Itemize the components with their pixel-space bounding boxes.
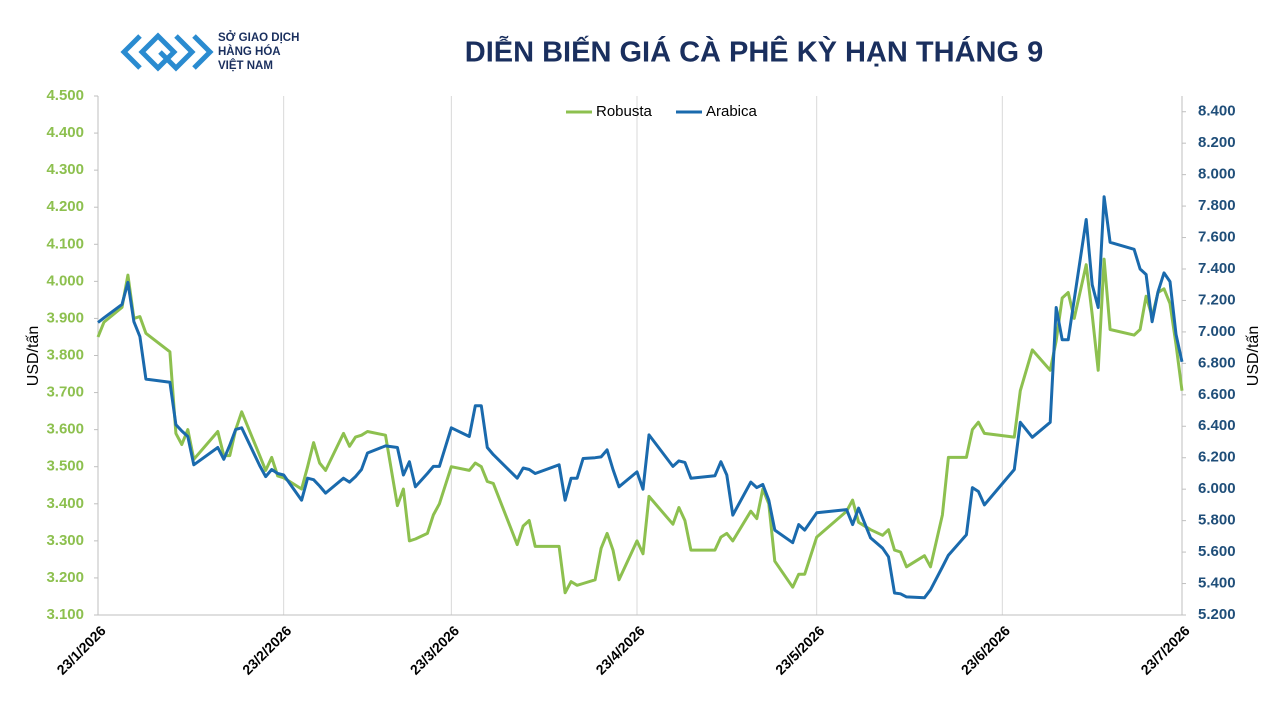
y2-tick-label: 8.000 [1198, 166, 1236, 183]
logo-chevron [120, 34, 142, 70]
x-tick-label: 23/3/2026 [407, 622, 463, 678]
x-tick-label: 23/4/2026 [592, 622, 648, 678]
y-axis-label: USD/tấn [25, 326, 42, 386]
y2-tick-label: 5.200 [1198, 606, 1236, 623]
y2-tick-label: 6.200 [1198, 449, 1236, 466]
y-tick-label: 4.300 [46, 161, 84, 178]
logo-text: HÀNG HÓA [218, 45, 281, 58]
x-tick-label: 23/7/2026 [1137, 622, 1193, 678]
y-tick-label: 3.400 [46, 495, 84, 512]
y-tick-label: 3.600 [46, 421, 84, 438]
series-line [96, 257, 1184, 595]
y2-tick-label: 6.000 [1198, 480, 1236, 497]
y-tick-label: 4.400 [46, 124, 84, 141]
y-tick-label: 3.900 [46, 309, 84, 326]
y2-tick-label: 6.600 [1198, 386, 1236, 403]
y-tick-label: 4.000 [46, 272, 84, 289]
y-tick-label: 4.200 [46, 198, 84, 215]
y2-tick-label: 5.400 [1198, 575, 1236, 592]
logo-chevron [192, 34, 214, 70]
x-tick-label: 23/5/2026 [772, 622, 828, 678]
y-tick-label: 3.200 [46, 569, 84, 586]
chart-title: DIỄN BIẾN GIÁ CÀ PHÊ KỲ HẠN THÁNG 9 [465, 35, 1043, 69]
y2-tick-label: 6.800 [1198, 354, 1236, 371]
y-tick-label: 3.300 [46, 532, 84, 549]
y2-tick-label: 7.200 [1198, 291, 1236, 308]
y2-tick-label: 7.600 [1198, 229, 1236, 246]
y2-tick-label: 6.400 [1198, 417, 1236, 434]
y-tick-label: 3.500 [46, 458, 84, 475]
y-tick-label: 4.100 [46, 235, 84, 252]
series-line [97, 195, 1184, 600]
y2-axis-label: USD/tấn [1245, 326, 1262, 386]
logo: SỞ GIAO DỊCH HÀNG HÓA VIỆT NAM [120, 31, 299, 72]
x-tick-label: 23/6/2026 [958, 622, 1014, 678]
y-tick-label: 3.800 [46, 346, 84, 363]
y2-tick-label: 8.400 [1198, 103, 1236, 120]
y-tick-label: 4.500 [46, 87, 84, 104]
logo-text: VIỆT NAM [218, 59, 273, 72]
logo-text: SỞ GIAO DỊCH [218, 31, 299, 44]
y2-tick-label: 7.800 [1198, 197, 1236, 214]
legend-label: Arabica [706, 103, 758, 120]
y2-tick-label: 5.800 [1198, 512, 1236, 529]
logo-chevron [138, 32, 178, 72]
y2-tick-label: 7.400 [1198, 260, 1236, 277]
logo-chevron [158, 34, 196, 72]
y2-tick-label: 5.600 [1198, 543, 1236, 560]
y2-tick-label: 7.000 [1198, 323, 1236, 340]
y2-tick-label: 8.200 [1198, 134, 1236, 151]
x-tick-label: 23/2/2026 [239, 622, 295, 678]
legend-label: Robusta [596, 103, 653, 120]
y-tick-label: 3.100 [46, 606, 84, 623]
y-tick-label: 3.700 [46, 384, 84, 401]
x-tick-label: 23/1/2026 [53, 622, 109, 678]
